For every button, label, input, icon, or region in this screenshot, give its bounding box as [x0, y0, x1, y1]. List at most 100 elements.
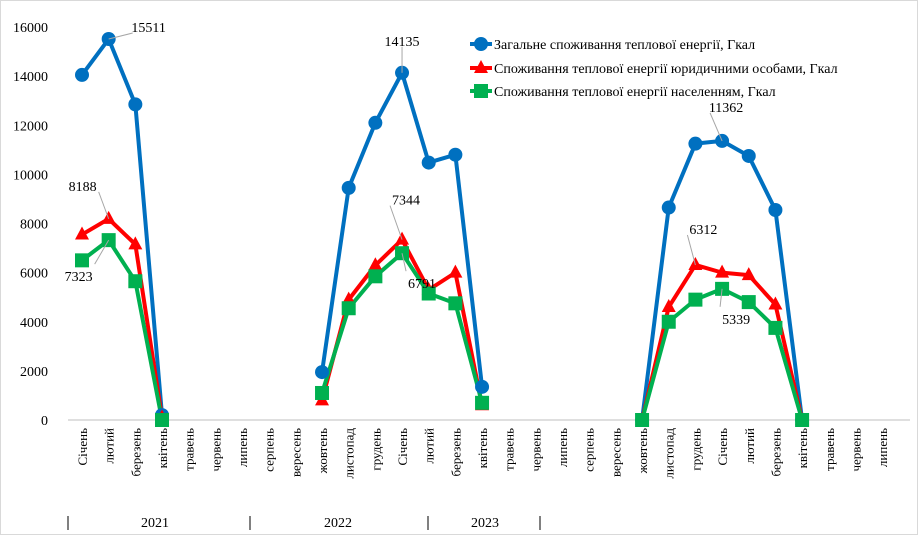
x-tick-label: лютий	[742, 428, 757, 464]
point	[421, 286, 436, 301]
data-label: 6791	[408, 277, 436, 292]
x-tick-label: травень	[502, 428, 517, 471]
x-tick-label: червень	[208, 428, 223, 472]
point	[474, 84, 488, 98]
x-tick-label: липень	[555, 428, 570, 467]
x-tick-label: Січень	[395, 428, 410, 466]
point	[368, 257, 383, 271]
data-label: 5339	[722, 313, 750, 328]
y-tick-label: 12000	[13, 119, 48, 134]
point	[715, 264, 730, 278]
data-label: 11362	[709, 101, 743, 116]
x-tick-label: вересень	[608, 428, 623, 477]
leader-line	[709, 112, 723, 142]
leader-line	[108, 32, 133, 40]
x-tick-label: березень	[768, 428, 783, 477]
point	[474, 60, 488, 73]
x-group-label: 2023	[471, 516, 499, 531]
x-tick-label: листопад	[342, 428, 357, 479]
point	[741, 295, 756, 310]
legend-label: Загальне споживання теплової енергії, Гк…	[494, 38, 755, 53]
point	[448, 147, 463, 162]
point	[474, 37, 488, 51]
x-tick-label: квітень	[475, 428, 490, 468]
x-tick-label: лютий	[422, 428, 437, 464]
x-tick-label: березень	[128, 428, 143, 477]
point	[395, 246, 410, 261]
x-tick-label: Січень	[715, 428, 730, 466]
point	[75, 67, 89, 82]
y-tick-label: 6000	[20, 267, 48, 282]
x-tick-label: серпень	[582, 428, 597, 472]
legend-label: Споживання теплової енергії населенням, …	[494, 85, 776, 100]
x-tick-label: листопад	[662, 428, 677, 479]
leader-line	[94, 239, 110, 265]
y-tick-label: 2000	[20, 365, 48, 380]
point	[155, 413, 170, 427]
point	[661, 314, 676, 329]
point	[128, 97, 143, 112]
y-tick-label: 8000	[20, 218, 48, 233]
x-tick-label: лютий	[102, 428, 117, 464]
x-tick-label: березень	[448, 428, 463, 477]
point	[741, 267, 756, 281]
point	[688, 136, 703, 151]
point	[661, 299, 676, 313]
leader-line	[719, 288, 723, 307]
x-tick-label: липень	[875, 428, 890, 467]
x-tick-label: вересень	[288, 428, 303, 477]
point	[128, 236, 143, 250]
x-tick-label: травень	[182, 428, 197, 471]
x-group-label: 2021	[141, 516, 169, 531]
x-tick-label: грудень	[368, 428, 383, 471]
point	[741, 148, 756, 163]
point	[368, 115, 383, 130]
point	[475, 379, 490, 394]
y-tick-label: 4000	[20, 316, 48, 331]
point	[75, 253, 89, 268]
point	[795, 413, 810, 427]
y-tick-label: 0	[41, 414, 48, 429]
x-tick-label: жовтень	[315, 428, 330, 474]
x-tick-label: червень	[848, 428, 863, 472]
data-label: 15511	[131, 21, 165, 36]
point	[421, 155, 436, 170]
x-tick-label: червень	[528, 428, 543, 472]
point	[315, 365, 330, 380]
leader-line	[389, 205, 403, 240]
point	[448, 264, 463, 278]
point	[635, 413, 650, 427]
x-tick-label: серпень	[262, 428, 277, 472]
x-tick-label: грудень	[688, 428, 703, 471]
legend-item: Загальне споживання теплової енергії, Гк…	[470, 37, 755, 53]
point	[75, 226, 89, 240]
point	[101, 210, 116, 224]
leader-line	[686, 234, 696, 266]
point	[448, 296, 463, 311]
x-tick-label: жовтень	[635, 428, 650, 474]
legend-label: Споживання теплової енергії юридичними о…	[494, 62, 838, 77]
x-tick-label: травень	[822, 428, 837, 471]
y-tick-label: 10000	[13, 168, 48, 183]
x-tick-label: липень	[235, 428, 250, 467]
data-label: 7323	[65, 270, 93, 285]
x-tick-label: квітень	[155, 428, 170, 468]
point	[688, 292, 703, 307]
data-label: 6312	[689, 223, 717, 238]
y-tick-label: 16000	[13, 21, 48, 36]
point	[315, 385, 330, 400]
legend-item: Споживання теплової енергії населенням, …	[470, 84, 776, 100]
x-tick-label: Січень	[75, 428, 90, 466]
y-tick-label: 14000	[13, 70, 48, 85]
point	[768, 296, 783, 310]
data-label: 14135	[385, 35, 420, 50]
point	[128, 274, 143, 289]
data-label: 8188	[69, 180, 97, 195]
data-label: 7344	[392, 194, 420, 209]
x-group-label: 2022	[324, 516, 352, 531]
point	[768, 320, 783, 335]
point	[341, 301, 356, 316]
point	[768, 202, 783, 217]
point	[368, 269, 383, 284]
